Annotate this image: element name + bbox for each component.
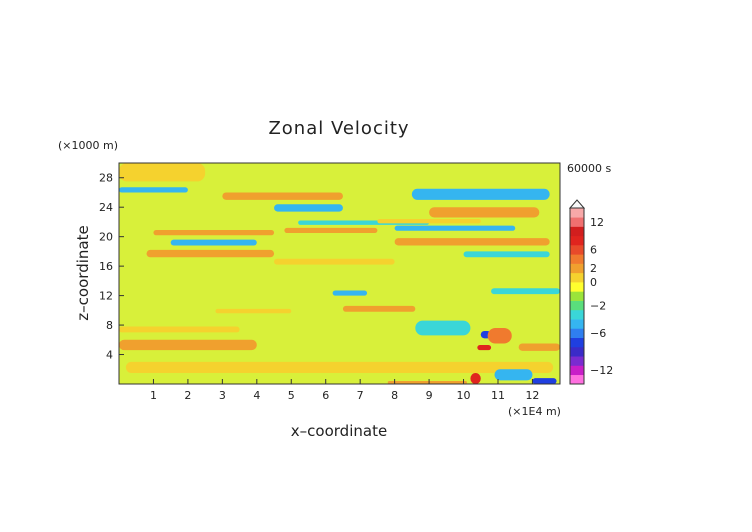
colorbar-segment [570,337,584,348]
y-unit-label: (×1000 m) [58,139,118,152]
colorbar-tick-label: 6 [590,244,597,257]
field-cell-15 [284,227,378,233]
colorbar-segment [570,245,584,255]
field-cell-10 [274,258,395,265]
field-cell-26 [477,344,492,351]
y-tick-label: 24 [99,201,113,214]
colorbar-segment [570,309,584,320]
colorbar-tick-label: 12 [590,216,604,229]
field-cell-19 [429,207,540,218]
colorbar-segment [570,208,584,218]
x-tick-label: 1 [150,389,157,402]
x-tick-label: 7 [357,389,364,402]
colorbar-segment [570,374,584,385]
field-cell-24 [119,163,206,182]
field-cell-25 [470,372,481,384]
field-cell-4 [342,305,416,312]
y-tick-label: 16 [99,260,113,273]
field-cell-31 [532,378,557,384]
x-tick-label: 5 [288,389,295,402]
x-tick-label: 10 [457,389,471,402]
colorbar-segment [570,254,584,264]
x-unit-label: (×1E4 m) [508,405,561,418]
field-cell-32 [387,381,467,384]
x-tick-label: 4 [253,389,260,402]
colorbar-segment [570,226,584,237]
x-axis-label: x–coordinate [291,422,387,440]
colorbar-segment [570,291,584,301]
field-cell-6 [415,320,471,336]
x-tick-label: 2 [184,389,191,402]
colorbar-segment [570,272,584,283]
time-label: 60000 s [567,162,611,175]
field-cell-9 [146,249,275,258]
colorbar-segment [570,365,584,376]
field-cell-30 [494,369,533,381]
x-tick-label: 11 [491,389,505,402]
colorbar-tick-label: −6 [590,327,606,340]
y-tick-label: 20 [99,231,113,244]
field-cell-3 [119,326,240,333]
colorbar-segment [570,356,584,366]
colorbar: 12 6 20 −2 −6 −12 [568,199,613,385]
x-tick-label: 8 [391,389,398,402]
y-tick-label: 12 [99,290,113,303]
colorbar-segment [570,300,584,311]
field-cell-21 [222,192,343,200]
colorbar-tick-label: 2 [590,262,597,275]
field-cell-29 [518,343,560,351]
field-cell-1 [125,361,554,373]
field-cell-8 [491,288,560,295]
y-tick-label: 8 [106,319,113,332]
colorbar-tick-label: −12 [590,364,613,377]
colorbar-extension-arrow [568,199,586,209]
field-cell-5 [215,308,292,314]
heatmap-field [119,163,560,384]
colorbar-segment [570,346,584,357]
field-cell-18 [377,218,481,224]
field-cell-7 [332,290,368,296]
plot-frame [118,162,561,385]
colorbar-segment [570,235,584,246]
x-tick-label: 3 [219,389,226,402]
colorbar-tick-label: −2 [590,299,606,312]
field-cell-11 [170,239,257,246]
colorbar-segment [570,282,584,292]
colorbar-segment [570,263,584,274]
colorbar-tick-label: 0 [590,276,597,289]
colorbar-segment [570,217,584,227]
colorbar-segment [570,319,584,329]
x-tick-label: 12 [525,389,539,402]
field-cell-16 [394,225,516,231]
chart-title: Zonal Velocity [268,118,409,139]
y-tick-label: 28 [99,172,113,185]
colorbar-segment [570,328,584,338]
field-cell-28 [487,328,512,344]
field-cell-13 [463,251,550,258]
field-cell-23 [411,188,550,200]
y-tick-label: 4 [106,349,113,362]
field-cell-12 [394,238,550,246]
y-axis-ticks: 4 8 12 16 20 24 28 [99,172,124,362]
colorbar-frame [569,207,585,385]
field-cell-2 [119,339,257,351]
field-cell-22 [119,187,188,193]
field-cell-20 [274,204,343,212]
x-tick-label: 6 [322,389,329,402]
x-axis-ticks: 1 2 3 4 5 6 7 8 9 10 11 12 [150,379,539,402]
field-cell-14 [153,230,275,236]
x-tick-label: 9 [426,389,433,402]
y-axis-label: z–coordinate [74,225,92,320]
